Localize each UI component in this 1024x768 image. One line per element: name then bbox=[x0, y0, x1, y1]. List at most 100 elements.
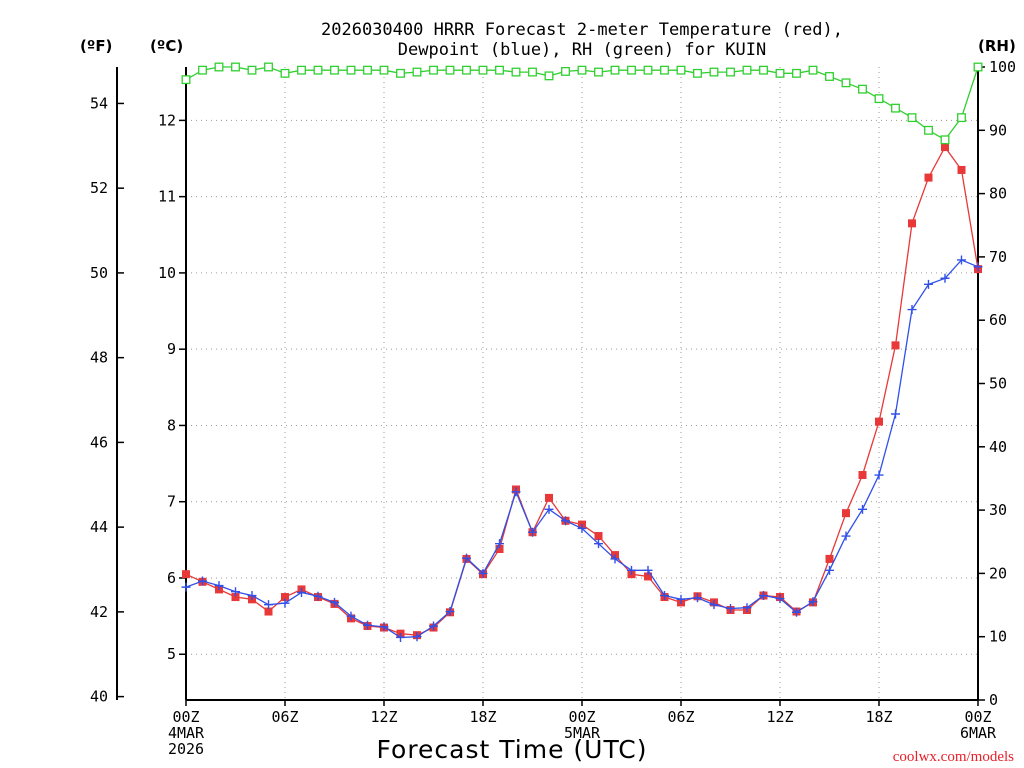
title-line-1: 2026030400 HRRR Forecast 2-meter Tempera… bbox=[321, 20, 843, 40]
dewpoint-point bbox=[544, 504, 554, 514]
rh-point bbox=[214, 62, 224, 72]
rh-tick-label: 50 bbox=[989, 375, 1007, 393]
x-tick-label: 12Z bbox=[370, 708, 397, 726]
rh-tick-label: 80 bbox=[989, 185, 1007, 203]
dewpoint-point bbox=[891, 409, 900, 419]
rh-point bbox=[445, 65, 455, 75]
dewpoint-point bbox=[396, 632, 405, 642]
dewpoint-point bbox=[412, 632, 422, 642]
rh-point bbox=[792, 68, 801, 78]
rh-point bbox=[363, 65, 372, 75]
rh-point bbox=[742, 65, 752, 75]
rh-point bbox=[775, 68, 785, 78]
rh-point bbox=[841, 78, 851, 88]
temperature-point bbox=[858, 471, 867, 480]
x-tick-label: 00Z bbox=[964, 708, 991, 726]
temperature-point bbox=[644, 572, 652, 581]
x-tick-label: 06Z bbox=[271, 708, 298, 726]
dewpoint-point bbox=[792, 607, 801, 617]
rh-point bbox=[495, 65, 504, 75]
rh-tick-label: 10 bbox=[989, 628, 1007, 646]
dewpoint-point bbox=[231, 587, 240, 597]
dewpoint-point bbox=[429, 621, 438, 631]
x-tick-label: 5MAR bbox=[564, 724, 601, 742]
celsius-tick-label: 10 bbox=[158, 264, 176, 282]
rh-point bbox=[643, 65, 653, 75]
credit-text: coolwx.com/models bbox=[893, 749, 1014, 765]
dewpoint-point bbox=[775, 594, 785, 604]
celsius-tick-label: 11 bbox=[158, 188, 176, 206]
celsius-tick-label: 5 bbox=[167, 645, 176, 663]
fahrenheit-tick-label: 44 bbox=[90, 518, 108, 536]
rh-point bbox=[297, 65, 306, 75]
x-tick-label: 00Z bbox=[172, 708, 199, 726]
rh-point bbox=[808, 65, 818, 75]
rh-point bbox=[379, 65, 389, 75]
rh-point bbox=[462, 65, 471, 75]
dewpoint-point bbox=[280, 598, 290, 608]
rh-tick-label: 20 bbox=[989, 564, 1007, 582]
series bbox=[181, 62, 983, 642]
temperature-point bbox=[264, 607, 273, 616]
dewpoint-point bbox=[379, 622, 389, 632]
rh-point bbox=[577, 65, 587, 75]
celsius-unit-label: (ºC) bbox=[150, 37, 183, 55]
dewpoint-point bbox=[445, 607, 455, 617]
rh-tick-label: 60 bbox=[989, 311, 1007, 329]
rh-point bbox=[924, 125, 933, 135]
x-tick-label: 6MAR bbox=[960, 724, 997, 742]
rh-point bbox=[610, 65, 620, 75]
dewpoint-point bbox=[676, 594, 686, 604]
dewpoint-point bbox=[957, 255, 966, 265]
dewpoint-point bbox=[363, 620, 372, 630]
rh-point bbox=[676, 65, 686, 75]
rh-point bbox=[660, 65, 669, 75]
dewpoint-point bbox=[528, 527, 537, 537]
rh-point bbox=[313, 65, 323, 75]
celsius-tick-label: 7 bbox=[167, 493, 176, 511]
dewpoint-point bbox=[841, 531, 851, 541]
dewpoint-point bbox=[462, 553, 471, 563]
dewpoint-point bbox=[940, 273, 950, 283]
rh-point bbox=[396, 68, 405, 78]
grid bbox=[186, 67, 978, 700]
dewpoint-point bbox=[495, 539, 504, 549]
rh-point bbox=[973, 62, 983, 72]
rh-point bbox=[181, 75, 191, 85]
rh-point bbox=[264, 62, 273, 72]
dewpoint-point bbox=[264, 600, 273, 610]
x-tick-label: 06Z bbox=[667, 708, 694, 726]
dewpoint-point bbox=[742, 603, 752, 613]
celsius-tick-label: 6 bbox=[167, 569, 176, 587]
dewpoint-point bbox=[247, 591, 257, 601]
x-axis-label: Forecast Time (UTC) bbox=[377, 735, 648, 764]
dewpoint-point bbox=[297, 587, 306, 597]
celsius-tick-label: 12 bbox=[158, 111, 176, 129]
rh-point bbox=[511, 67, 521, 77]
temperature-point bbox=[908, 219, 916, 228]
x-tick-label: 4MAR bbox=[168, 724, 205, 742]
dewpoint-point bbox=[759, 591, 768, 601]
temperature-point bbox=[875, 417, 883, 426]
rh-point bbox=[874, 94, 884, 104]
rh-point bbox=[198, 65, 207, 75]
dewpoint-point bbox=[825, 565, 834, 575]
rh-point bbox=[891, 103, 900, 113]
fahrenheit-tick-label: 46 bbox=[90, 433, 108, 451]
x-tick-label: 18Z bbox=[469, 708, 496, 726]
axes bbox=[116, 66, 985, 706]
temperature-point bbox=[281, 593, 289, 602]
rh-series bbox=[181, 62, 983, 145]
celsius-tick-label: 8 bbox=[167, 416, 176, 434]
chart-title: 2026030400 HRRR Forecast 2-meter Tempera… bbox=[321, 20, 843, 60]
dewpoint-point bbox=[198, 576, 207, 586]
dewpoint-point bbox=[561, 516, 570, 526]
rh-point bbox=[759, 65, 768, 75]
title-line-2: Dewpoint (blue), RH (green) for KUIN bbox=[398, 40, 766, 60]
fahrenheit-tick-label: 50 bbox=[90, 264, 108, 282]
fahrenheit-tick-label: 48 bbox=[90, 349, 108, 367]
temperature-point bbox=[182, 570, 190, 579]
rh-point bbox=[412, 67, 422, 77]
temperature-point bbox=[924, 173, 933, 182]
